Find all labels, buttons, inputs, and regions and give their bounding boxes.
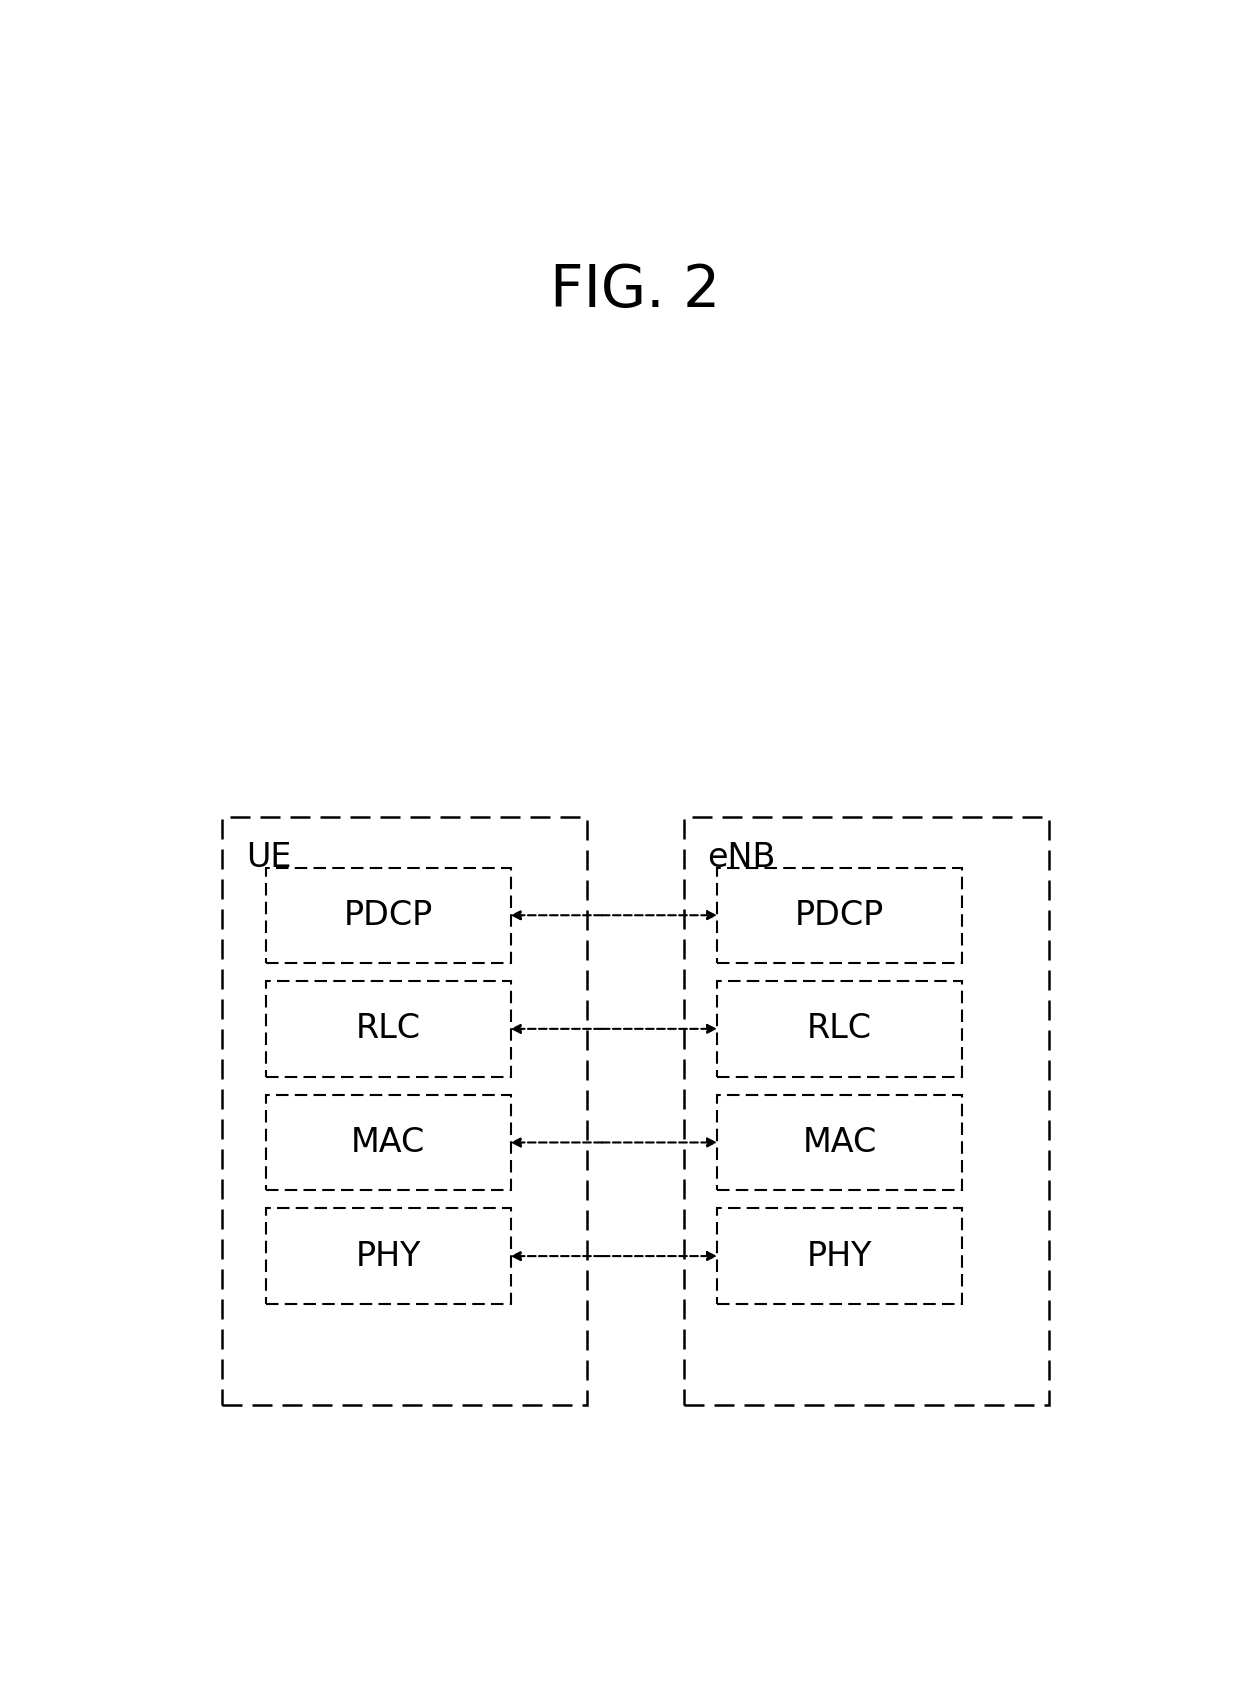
Text: UE: UE xyxy=(247,841,291,873)
Bar xyxy=(717,1096,962,1191)
Text: PDCP: PDCP xyxy=(343,899,433,931)
Text: PHY: PHY xyxy=(356,1240,420,1272)
Text: PHY: PHY xyxy=(807,1240,873,1272)
Bar xyxy=(717,982,962,1077)
Bar xyxy=(683,817,1049,1404)
Bar xyxy=(265,982,511,1077)
Text: eNB: eNB xyxy=(708,841,776,873)
Bar xyxy=(265,1096,511,1191)
Text: MAC: MAC xyxy=(351,1126,425,1158)
Text: RLC: RLC xyxy=(356,1013,420,1045)
Bar xyxy=(265,1209,511,1304)
Text: PDCP: PDCP xyxy=(795,899,884,931)
Text: RLC: RLC xyxy=(807,1013,872,1045)
Bar xyxy=(265,868,511,963)
Text: MAC: MAC xyxy=(802,1126,877,1158)
Text: FIG. 2: FIG. 2 xyxy=(551,263,720,319)
Bar xyxy=(717,1209,962,1304)
Bar xyxy=(222,817,588,1404)
Bar xyxy=(717,868,962,963)
